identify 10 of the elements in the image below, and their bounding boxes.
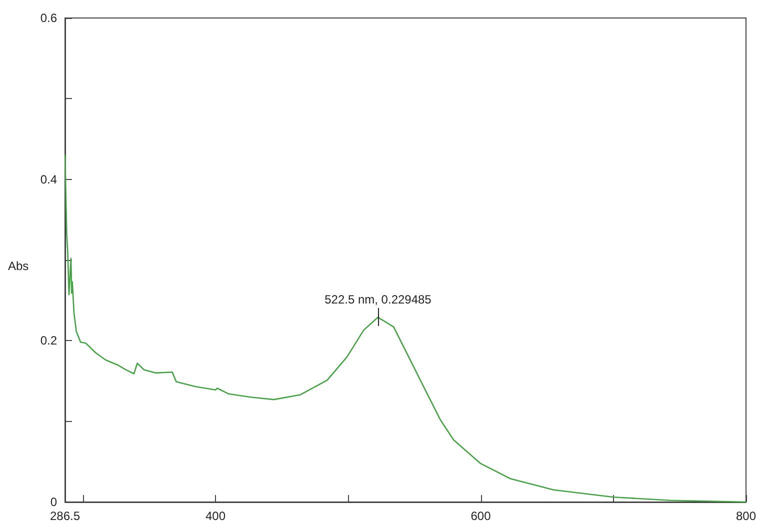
x-tick-label: 800 [736,509,756,523]
y-tick-label: 0.4 [40,172,58,186]
y-tick-label: 0 [50,495,58,509]
y-tick-label: 0.2 [40,334,58,348]
annotation: 522.5 nm, 0.229485 [324,292,432,306]
x-tick-label: 286.5 [50,509,80,523]
x-tick-label: 400 [206,509,226,523]
y-axis-title: Abs [8,259,29,273]
y-tick-label: 0.6 [40,11,58,25]
x-tick-label: 600 [470,509,492,523]
